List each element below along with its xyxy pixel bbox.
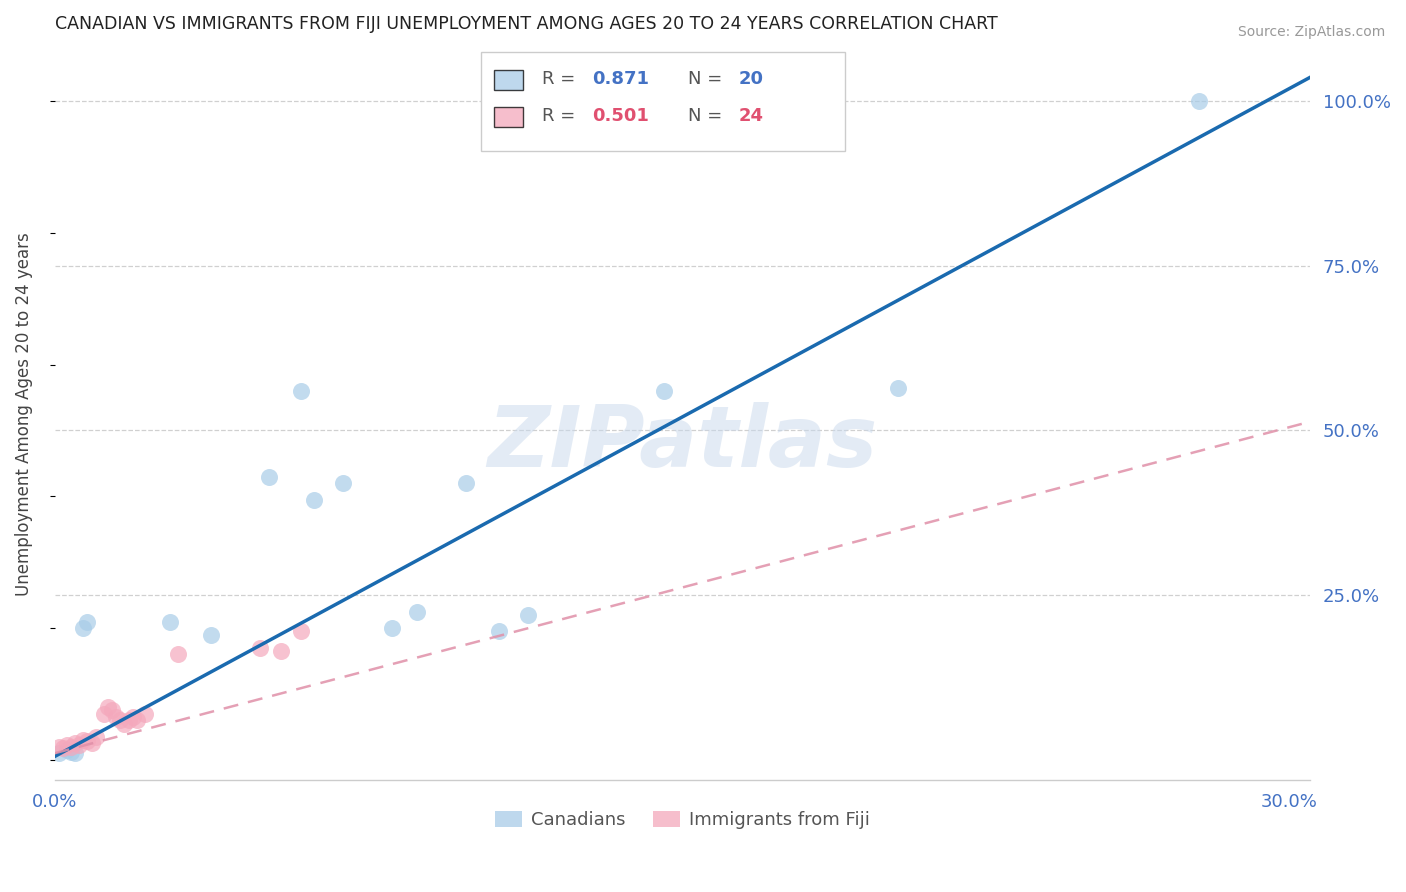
Text: ZIPatlas: ZIPatlas xyxy=(486,401,877,484)
Point xyxy=(290,384,312,398)
Point xyxy=(97,700,120,714)
Point xyxy=(76,734,98,748)
Text: 24: 24 xyxy=(738,107,763,126)
Point xyxy=(134,706,156,721)
Point xyxy=(302,492,325,507)
Text: R =: R = xyxy=(541,70,581,88)
Point xyxy=(63,736,86,750)
Legend: Canadians, Immigrants from Fiji: Canadians, Immigrants from Fiji xyxy=(488,804,877,837)
Point xyxy=(52,741,75,756)
Point xyxy=(125,714,148,728)
Point xyxy=(56,739,79,753)
Point xyxy=(114,716,136,731)
Text: 0.501: 0.501 xyxy=(592,107,648,126)
Text: 0.871: 0.871 xyxy=(592,70,648,88)
Point xyxy=(270,644,292,658)
Point xyxy=(200,628,222,642)
Point xyxy=(67,739,90,753)
FancyBboxPatch shape xyxy=(494,70,523,90)
Point xyxy=(76,615,98,629)
Point xyxy=(117,714,139,728)
Point xyxy=(72,621,94,635)
Point xyxy=(488,624,510,639)
Point xyxy=(93,706,115,721)
Text: N =: N = xyxy=(689,70,728,88)
Point xyxy=(332,476,354,491)
Text: R =: R = xyxy=(541,107,581,126)
Point xyxy=(290,624,312,639)
Point xyxy=(887,381,910,395)
Point xyxy=(159,615,181,629)
Point xyxy=(249,640,271,655)
Y-axis label: Unemployment Among Ages 20 to 24 years: Unemployment Among Ages 20 to 24 years xyxy=(15,232,32,596)
Point xyxy=(405,605,427,619)
Point xyxy=(84,730,107,744)
Point xyxy=(516,607,538,622)
Point xyxy=(456,476,478,491)
Point xyxy=(1188,94,1211,108)
Point xyxy=(56,743,79,757)
Point xyxy=(257,469,280,483)
FancyBboxPatch shape xyxy=(481,52,845,151)
Text: N =: N = xyxy=(689,107,728,126)
Point xyxy=(167,648,190,662)
Point xyxy=(80,736,103,750)
Point xyxy=(59,739,82,754)
FancyBboxPatch shape xyxy=(494,107,523,128)
Point xyxy=(105,710,128,724)
Point xyxy=(48,746,70,760)
Point xyxy=(121,710,143,724)
Text: 20: 20 xyxy=(738,70,763,88)
Text: CANADIAN VS IMMIGRANTS FROM FIJI UNEMPLOYMENT AMONG AGES 20 TO 24 YEARS CORRELAT: CANADIAN VS IMMIGRANTS FROM FIJI UNEMPLO… xyxy=(55,15,997,33)
Point xyxy=(101,703,124,717)
Point xyxy=(63,746,86,760)
Point xyxy=(381,621,404,635)
Point xyxy=(652,384,675,398)
Point xyxy=(110,714,132,728)
Point xyxy=(72,733,94,747)
Text: Source: ZipAtlas.com: Source: ZipAtlas.com xyxy=(1237,25,1385,39)
Point xyxy=(48,739,70,754)
Point xyxy=(59,745,82,759)
